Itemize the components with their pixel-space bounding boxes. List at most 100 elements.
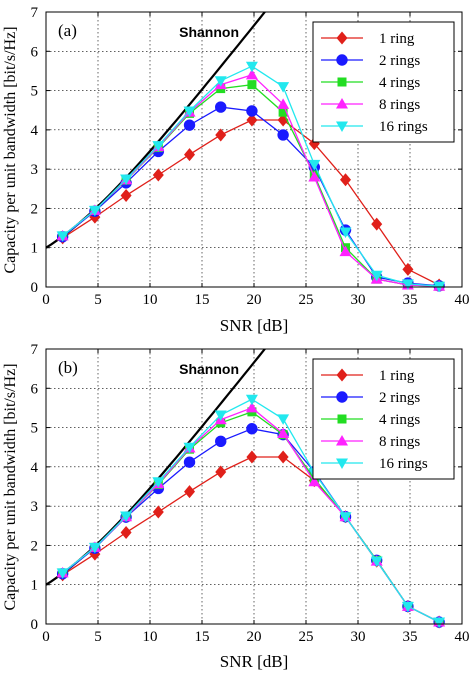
x-tick-label: 35	[403, 292, 418, 308]
y-tick-label: 3	[31, 162, 39, 178]
x-tick-label: 25	[299, 629, 314, 645]
x-tick-label: 10	[143, 292, 158, 308]
y-axis-label: Capacity per unit bandwidth [bit/s/Hz]	[2, 363, 19, 610]
data-point	[246, 105, 258, 117]
panel-label: (b)	[58, 358, 78, 377]
data-point	[120, 525, 132, 539]
legend-marker	[336, 121, 348, 132]
y-axis-label: Capacity per unit bandwidth [bit/s/Hz]	[2, 26, 19, 273]
shannon-label: Shannon	[179, 361, 239, 377]
y-tick-label: 2	[31, 201, 39, 217]
legend-label: 4 rings	[379, 75, 420, 91]
data-point	[277, 82, 290, 93]
legend-label: 2 rings	[379, 53, 420, 69]
data-point	[370, 270, 383, 282]
x-tick-label: 15	[195, 629, 210, 645]
data-point	[246, 423, 258, 435]
legend: 1 ring 2 rings 4 rings 8 rings 16 rings	[312, 21, 455, 143]
x-tick-label: 30	[351, 292, 366, 308]
data-point	[246, 450, 258, 464]
data-point	[56, 568, 69, 579]
y-tick-label: 4	[31, 460, 39, 476]
x-axis-label: SNR [dB]	[220, 316, 288, 335]
data-point	[184, 485, 196, 499]
legend-marker	[337, 414, 347, 424]
data-point	[340, 173, 352, 187]
x-tick-label: 5	[94, 292, 102, 308]
legend-marker	[336, 435, 348, 446]
data-point	[277, 427, 290, 438]
data-point	[215, 101, 227, 113]
data-point	[183, 119, 196, 131]
x-tick-label: 20	[247, 292, 262, 308]
y-tick-label: 5	[31, 421, 39, 437]
chart-panel-1: 0 5 10 15 20 25 30 35 40 0 1 2 3 4 5 6 7 Shannon (a) 1 ring…	[2, 5, 470, 335]
data-point	[120, 174, 133, 185]
data-point	[245, 401, 258, 413]
legend-label: 1 ring	[379, 31, 415, 47]
data-point	[183, 106, 196, 117]
shannon-line	[46, 349, 267, 586]
data-point	[370, 556, 383, 568]
data-point	[402, 262, 414, 276]
x-axis-label: SNR [dB]	[220, 652, 288, 671]
legend-marker	[336, 31, 348, 45]
data-point	[152, 141, 165, 152]
legend-marker	[336, 98, 348, 109]
data-point	[120, 188, 132, 202]
legend-marker	[337, 77, 347, 87]
data-point	[88, 542, 101, 554]
panel-label: (a)	[58, 21, 77, 40]
x-tick-label: 35	[403, 629, 418, 645]
data-point	[152, 168, 164, 182]
data-point	[245, 68, 258, 80]
data-point	[308, 171, 321, 182]
x-tick-label: 5	[94, 629, 102, 645]
x-tick-label: 40	[455, 629, 470, 645]
data-point	[308, 159, 321, 171]
legend-label: 16 rings	[379, 119, 428, 135]
data-point	[247, 80, 257, 90]
data-point	[183, 456, 196, 468]
data-point	[308, 475, 321, 487]
legend-label: 8 rings	[379, 434, 420, 450]
series-line	[62, 119, 440, 286]
data-point	[215, 128, 227, 142]
data-point	[56, 231, 69, 242]
data-point	[433, 617, 446, 629]
chart-panel-2: 0 5 10 15 20 25 30 35 40 0 1 2 3 4 5 6 7 Shannon (b) 1 ring…	[2, 342, 470, 671]
legend-marker	[336, 458, 348, 469]
data-point	[152, 477, 165, 488]
x-tick-label: 15	[195, 292, 210, 308]
data-point	[246, 113, 258, 127]
data-point	[214, 410, 227, 421]
legend-marker	[336, 368, 348, 382]
data-point	[401, 601, 414, 613]
data-point	[245, 61, 258, 73]
data-point	[120, 511, 133, 522]
x-tick-label: 0	[42, 629, 50, 645]
plot-frame	[45, 348, 463, 625]
data-point	[371, 217, 383, 231]
legend-label: 1 ring	[379, 368, 415, 384]
x-tick-label: 10	[143, 629, 158, 645]
data-point	[277, 450, 289, 464]
data-point	[152, 505, 164, 519]
y-tick-label: 0	[31, 280, 39, 296]
data-point	[215, 465, 227, 479]
data-point	[277, 98, 290, 109]
y-tick-label: 1	[31, 241, 39, 257]
legend-label: 8 rings	[379, 97, 420, 113]
y-tick-label: 2	[31, 538, 39, 554]
data-point	[401, 279, 414, 290]
legend: 1 ring 2 rings 4 rings 8 rings 16 rings	[312, 358, 455, 480]
y-tick-label: 0	[31, 617, 39, 633]
series-line	[62, 456, 440, 623]
data-point	[277, 129, 289, 141]
data-point	[88, 205, 101, 217]
y-tick-label: 5	[31, 84, 39, 100]
legend-marker	[336, 54, 348, 66]
legend-label: 4 rings	[379, 412, 420, 428]
shannon-line	[46, 12, 267, 249]
